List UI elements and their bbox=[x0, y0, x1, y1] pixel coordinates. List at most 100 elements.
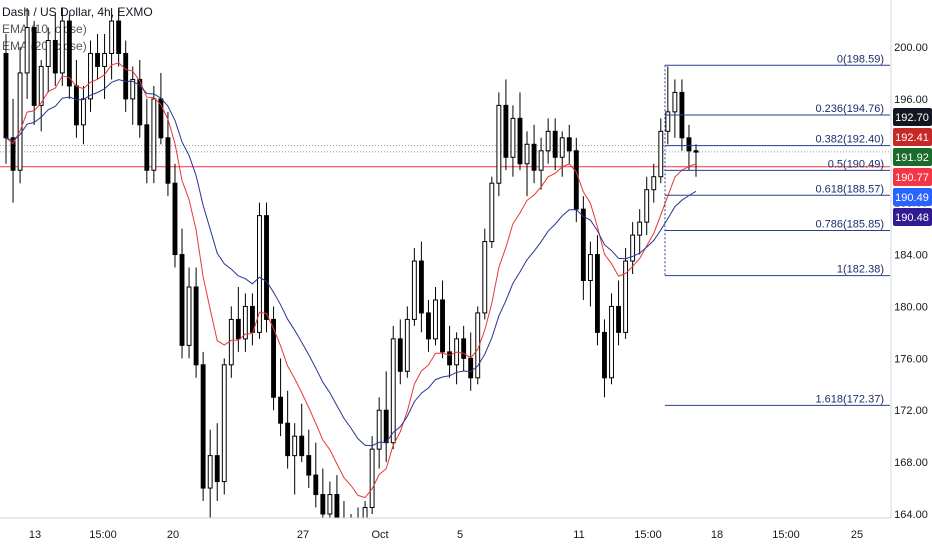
price-badge-label: 190.77 bbox=[895, 172, 929, 184]
candle-up bbox=[672, 91, 678, 113]
price-badge bbox=[893, 208, 932, 226]
candle-down bbox=[517, 117, 523, 165]
candle-down bbox=[95, 52, 100, 67]
candle-down bbox=[299, 435, 305, 457]
candle-down bbox=[10, 137, 16, 171]
time-tick-label: 27 bbox=[297, 529, 309, 541]
price-tick-label: 180.00 bbox=[894, 301, 928, 313]
candle-up bbox=[538, 150, 544, 171]
candle-down bbox=[418, 260, 424, 314]
fib-level-label: 0.5(190.49) bbox=[828, 158, 884, 170]
price-tick-label: 176.00 bbox=[894, 353, 928, 365]
candle-up bbox=[559, 137, 565, 158]
price-badge bbox=[893, 108, 932, 126]
ema-20-legend[interactable]: EMA (20, close) bbox=[2, 39, 87, 53]
candle-up bbox=[658, 130, 664, 178]
candle-up bbox=[524, 143, 530, 165]
fib-level-label: 0(198.59) bbox=[837, 53, 884, 65]
candle-up bbox=[376, 409, 382, 450]
candle-up bbox=[17, 72, 23, 171]
candle-up bbox=[665, 111, 671, 132]
candle-up bbox=[38, 65, 44, 106]
ema-10-legend[interactable]: EMA (10, close) bbox=[2, 22, 87, 36]
price-badge bbox=[893, 148, 932, 166]
time-axis bbox=[0, 518, 891, 550]
candle-up bbox=[59, 20, 65, 74]
price-badge bbox=[893, 188, 932, 206]
chart-legend: Dash / US Dollar, 4h, EXMO EMA (10, clos… bbox=[2, 4, 153, 55]
candle-down bbox=[73, 85, 79, 126]
candle-up bbox=[411, 260, 417, 320]
candle-down bbox=[285, 422, 291, 457]
candle-up bbox=[404, 318, 410, 372]
candle-down bbox=[573, 150, 579, 210]
candle-up bbox=[482, 241, 488, 314]
candle-down bbox=[397, 338, 403, 372]
candle-down bbox=[193, 286, 199, 366]
time-tick-label: 11 bbox=[573, 529, 584, 541]
candle-up bbox=[45, 40, 51, 67]
price-badge-label: 190.49 bbox=[895, 192, 929, 204]
candle-down bbox=[693, 150, 699, 153]
candle-down bbox=[264, 215, 269, 320]
candle-down bbox=[616, 305, 621, 333]
price-badge-label: 192.70 bbox=[895, 112, 929, 124]
candle-up bbox=[207, 455, 213, 489]
candle-down bbox=[179, 254, 185, 346]
price-tick-label: 200.00 bbox=[894, 42, 928, 54]
candle-down bbox=[144, 124, 150, 171]
candle-up bbox=[623, 260, 629, 333]
candle-down bbox=[602, 331, 607, 379]
price-tick-label: 184.00 bbox=[894, 250, 928, 262]
time-tick-label: 20 bbox=[167, 529, 179, 541]
candle-down bbox=[116, 20, 122, 54]
time-tick-label: 15:00 bbox=[634, 529, 662, 541]
price-badge-label: 191.92 bbox=[895, 152, 929, 164]
candle-up bbox=[545, 130, 551, 152]
candle-up bbox=[130, 78, 136, 100]
candle-up bbox=[433, 299, 438, 340]
candle-down bbox=[158, 98, 164, 139]
time-tick-label: 5 bbox=[457, 529, 463, 541]
time-tick-label: 18 bbox=[711, 529, 723, 541]
time-tick-label: 13 bbox=[29, 529, 41, 541]
candle-up bbox=[327, 494, 333, 515]
candle-down bbox=[447, 351, 453, 366]
price-badge-label: 192.41 bbox=[895, 132, 929, 144]
candle-up bbox=[88, 52, 93, 100]
price-tick-label: 196.00 bbox=[894, 94, 928, 106]
price-axis bbox=[891, 0, 932, 550]
time-tick-label: 15:00 bbox=[772, 529, 800, 541]
candle-down bbox=[440, 299, 445, 353]
ema-20-line bbox=[5, 79, 697, 447]
candle-up bbox=[228, 318, 234, 366]
candle-down bbox=[531, 143, 537, 171]
candle-up bbox=[151, 98, 157, 171]
candle-up bbox=[362, 507, 368, 518]
candle-down bbox=[334, 494, 340, 518]
candle-up bbox=[390, 338, 396, 444]
candle-down bbox=[383, 409, 389, 444]
candle-up bbox=[292, 435, 298, 457]
candle-down bbox=[320, 494, 326, 515]
time-tick-label: 25 bbox=[851, 529, 863, 541]
candle-up bbox=[587, 254, 593, 282]
candle-down bbox=[66, 20, 72, 87]
price-tick-label: 164.00 bbox=[894, 509, 928, 521]
candle-down bbox=[278, 396, 284, 424]
symbol-title[interactable]: Dash / US Dollar, 4h, EXMO bbox=[2, 5, 153, 19]
candle-down bbox=[52, 40, 58, 74]
candle-down bbox=[3, 52, 9, 139]
candle-down bbox=[172, 182, 178, 256]
price-badge bbox=[893, 168, 932, 186]
candle-up bbox=[24, 27, 30, 74]
candle-up bbox=[242, 305, 248, 340]
candle-down bbox=[594, 254, 600, 333]
price-badge-label: 190.48 bbox=[895, 212, 929, 224]
candle-up bbox=[102, 52, 108, 67]
fib-level-label: 1(182.38) bbox=[837, 264, 884, 276]
candle-down bbox=[686, 137, 692, 152]
fib-level-label: 0.236(194.76) bbox=[816, 103, 885, 115]
candle-down bbox=[503, 104, 509, 158]
